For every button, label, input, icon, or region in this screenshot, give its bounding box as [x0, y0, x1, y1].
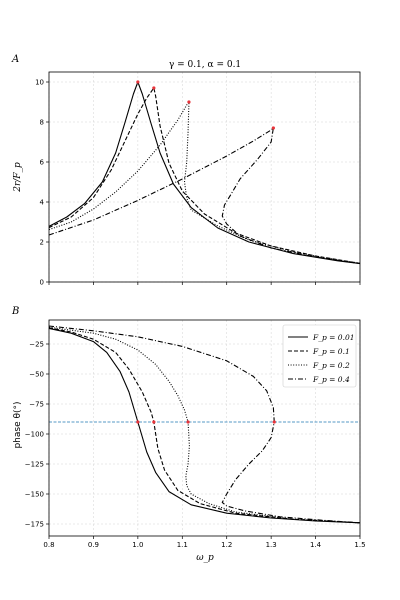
curve-panel-b-f-p-0-01	[48, 327, 361, 524]
curve-panel-b-f-p-0-2	[48, 326, 361, 524]
y-tick-label: 4	[40, 199, 45, 207]
y-tick-label: 0	[40, 279, 44, 287]
panel-b-frame	[48, 319, 361, 537]
legend: F_p = 0.01 F_p = 0.1 F_p = 0.2 F_p = 0.4	[282, 324, 357, 388]
x-tick-label: 1.5	[354, 541, 365, 549]
panel-b-markers	[136, 420, 276, 424]
legend-label-f-p-0-2: F_p = 0.2	[312, 361, 350, 370]
marker-panel-b-f-p-0-2	[186, 420, 190, 424]
y-tick-label: −175	[25, 521, 44, 529]
marker-panel-a-f-p-0-4	[271, 126, 275, 130]
panel-a-ylabel: 2r/F_p	[13, 162, 23, 193]
panel-a-letter: A	[11, 54, 19, 65]
x-tick-label: 0.8	[43, 541, 54, 549]
y-tick-label: 10	[35, 79, 44, 87]
x-tick-label: 1.0	[132, 541, 143, 549]
marker-panel-b-f-p-0-4	[272, 420, 276, 424]
x-tick-label: 1.3	[266, 541, 277, 549]
y-tick-label: 8	[40, 119, 44, 127]
marker-panel-b-f-p-0-01	[136, 420, 140, 424]
panel-a-grid	[48, 72, 361, 283]
y-tick-label: −125	[25, 461, 44, 469]
x-tick-label: 0.9	[88, 541, 99, 549]
legend-label-f-p-0-4: F_p = 0.4	[312, 375, 350, 384]
panel-a-frame	[48, 71, 361, 283]
marker-panel-b-f-p-0-1	[152, 420, 156, 424]
curve-panel-a-f-p-0-01	[48, 81, 361, 265]
y-tick-label: −75	[29, 401, 44, 409]
y-tick-label: −150	[25, 491, 44, 499]
panel-a-title: γ = 0.1, α = 0.1	[169, 60, 241, 70]
curve-panel-a-f-p-0-4	[48, 127, 361, 265]
panel-b-letter: B	[11, 306, 19, 317]
panel-b-ticks: 0.8 0.9 1.0 1.1 1.2 1.3 1.4 1.5 −25 −50 −75 −100 −12…	[25, 341, 366, 550]
x-tick-label: 1.2	[221, 541, 232, 549]
panel-a-peak-markers	[136, 80, 275, 130]
panel-a-ticks: 0 2 4 6 8 10	[35, 79, 361, 287]
y-tick-label: −100	[25, 431, 44, 439]
x-tick-label: 1.4	[310, 541, 322, 549]
y-tick-label: −25	[29, 341, 44, 349]
panel-b-ylabel: phase θ(°)	[13, 401, 23, 448]
marker-panel-a-f-p-0-01	[136, 80, 140, 84]
legend-box	[282, 324, 357, 388]
curve-panel-b-f-p-0-4	[48, 325, 361, 524]
curve-panel-a-f-p-0-1	[48, 87, 361, 264]
legend-label-f-p-0-01: F_p = 0.01	[312, 333, 355, 342]
marker-panel-a-f-p-0-1	[152, 86, 156, 90]
x-tick-label: 1.1	[177, 541, 188, 549]
panel-a-curves	[48, 81, 361, 265]
panel-b-xlabel: ω_p	[196, 553, 214, 563]
curve-panel-a-f-p-0-2	[48, 101, 361, 264]
legend-label-f-p-0-1: F_p = 0.1	[312, 347, 350, 356]
y-tick-label: 2	[40, 239, 44, 247]
y-tick-label: −50	[29, 371, 44, 379]
marker-panel-a-f-p-0-2	[187, 100, 191, 104]
y-tick-label: 6	[40, 159, 45, 167]
